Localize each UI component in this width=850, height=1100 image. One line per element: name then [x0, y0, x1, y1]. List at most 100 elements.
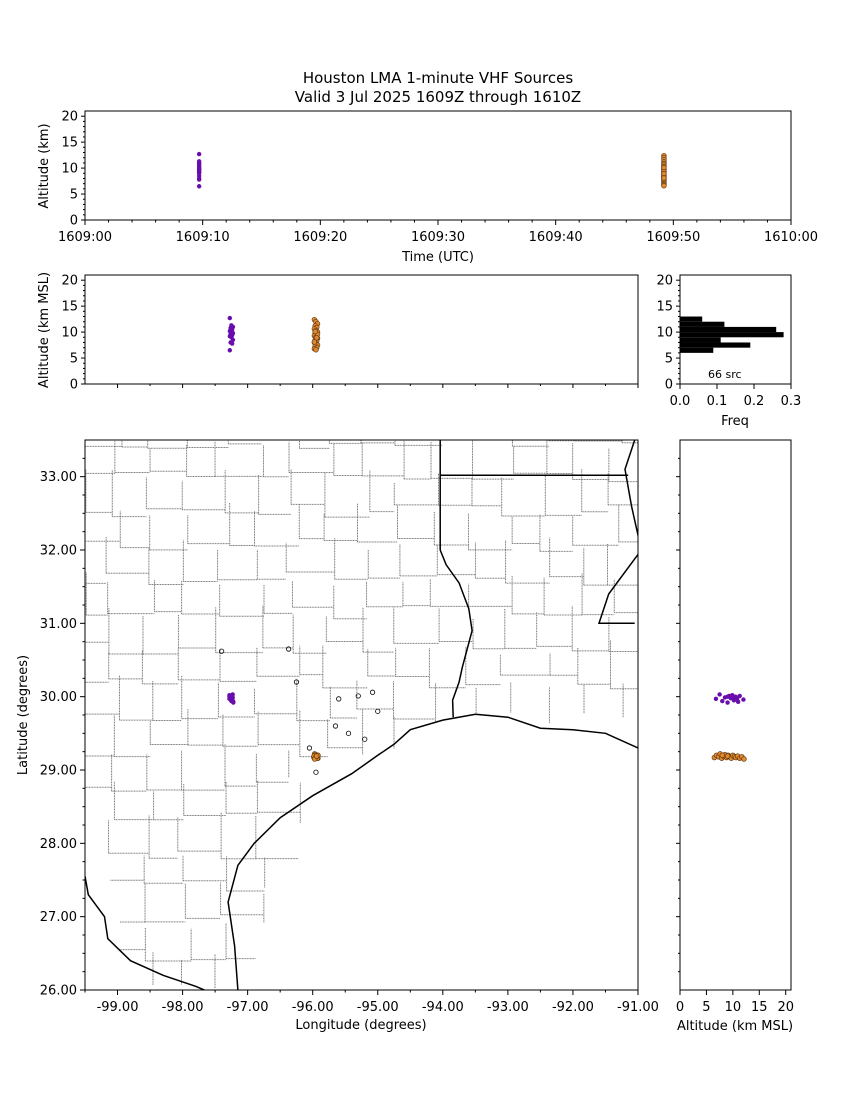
y-tick-label: 0 — [665, 378, 673, 393]
y-tick-label: 5 — [70, 188, 78, 203]
altitude-latitude-source-point — [724, 753, 731, 759]
y-tick-label: 15 — [656, 300, 673, 315]
longitude-altitude-source-point — [314, 335, 320, 341]
mississippi-river-border — [597, 440, 638, 625]
chart-title: Houston LMA 1-minute VHF Sources — [303, 69, 574, 87]
time-altitude-source-point — [196, 151, 202, 157]
y-tick-label: 15 — [61, 300, 78, 315]
y-tick-label: 5 — [665, 352, 673, 367]
altitude-histogram-panel: 0 5 10 15 20 0.0 0.1 0.2 0.3 66 src Freq — [656, 274, 801, 429]
altitude-tick-label: 15 — [751, 1000, 768, 1015]
altitude-latitude-source-point — [730, 695, 736, 700]
y-tick-label: 10 — [656, 326, 673, 341]
latitude-tick-label: 26.00 — [40, 984, 77, 999]
gulf-coastline — [227, 713, 638, 990]
time-tick-label: 1609:10 — [176, 230, 230, 245]
time-tick-label: 1609:40 — [529, 230, 583, 245]
frequency-tick-label: 0.1 — [707, 394, 728, 409]
altitude-tick-label: 0 — [676, 1000, 684, 1015]
frequency-tick-label: 0.3 — [781, 394, 802, 409]
time-altitude-source-point — [196, 177, 202, 182]
map-source-point — [313, 753, 320, 759]
time-tick-label: 1609:50 — [646, 230, 700, 245]
altitude-latitude-source-point — [741, 697, 746, 702]
lma-station-marker — [306, 745, 313, 751]
latitude-tick-label: 33.00 — [40, 470, 77, 485]
latitude-tick-label: 29.00 — [40, 764, 77, 779]
map-layers — [85, 440, 638, 990]
source-count-label: 66 src — [708, 368, 742, 381]
lma-station-marker — [375, 708, 381, 714]
longitude-altitude-source-point — [312, 328, 318, 335]
lma-station-marker — [293, 679, 300, 685]
longitude-altitude-source-point — [229, 341, 235, 346]
lma-station-marker — [369, 689, 376, 695]
time-tick-label: 1609:30 — [411, 230, 465, 245]
latitude-tick-label: 30.00 — [40, 690, 77, 705]
altitude-latitude-source-point — [741, 756, 747, 762]
chart-subtitle: Valid 3 Jul 2025 1609Z through 1610Z — [295, 88, 581, 106]
frequency-tick-label: 0.0 — [670, 394, 691, 409]
altitude-tick-label: 5 — [702, 1000, 710, 1015]
y-tick-label: 15 — [61, 136, 78, 151]
y-tick-label: 5 — [70, 352, 78, 367]
longitude-tick-label: -92.00 — [552, 1000, 594, 1015]
map-sources — [227, 692, 321, 762]
longitude-tick-label: -94.00 — [422, 1000, 464, 1015]
lma-station-marker — [219, 648, 225, 654]
altitude-latitude-source-point — [717, 692, 722, 697]
longitude-altitude-source-point — [311, 339, 318, 345]
y-tick-label: 0 — [70, 214, 78, 229]
histogram-bar — [680, 316, 703, 322]
altitude-latitude-source-point — [713, 696, 719, 702]
longitude-tick-label: -93.00 — [487, 1000, 529, 1015]
y-tick-label: 10 — [61, 326, 78, 341]
time-altitude-source-point — [661, 164, 667, 171]
histogram-frame — [679, 274, 792, 385]
longitude-tick-label: -97.00 — [227, 1000, 269, 1015]
longitude-altitude-source-point — [313, 347, 319, 353]
histogram-bar — [680, 326, 777, 333]
time-altitude-source-point — [661, 175, 667, 181]
altitude-latitude-source-point — [720, 698, 725, 704]
longitude-tick-label: -98.00 — [162, 1000, 204, 1015]
lma-station-marker — [345, 730, 352, 736]
latitude-tick-label: 32.00 — [40, 544, 77, 559]
lma-station-marker — [355, 693, 361, 699]
altitude-latitude-source-point — [719, 752, 725, 759]
altitude-latitude-source-point — [737, 693, 742, 699]
y-tick-label: 20 — [61, 274, 78, 289]
latitude-tick-label: 28.00 — [40, 837, 77, 852]
time-tick-label: 1609:20 — [293, 230, 347, 245]
histogram-bar — [680, 321, 725, 327]
lma-station-marker — [336, 696, 342, 702]
mexico-border — [85, 876, 207, 990]
lma-station-marker — [313, 769, 319, 775]
altitude-latitude-frame — [679, 439, 792, 991]
altitude-latitude-source-point — [725, 694, 730, 699]
map-source-point — [230, 695, 235, 700]
longitude-tick-label: -99.00 — [97, 1000, 139, 1015]
altitude-tick-label: 10 — [725, 1000, 742, 1015]
histogram-bar — [680, 347, 714, 353]
longitude-altitude-panel: 0 5 10 15 20 Altitude (km MSL) — [37, 272, 639, 393]
longitude-altitude-frame — [84, 274, 639, 385]
altitude-latitude-xaxis-label: Altitude (km MSL) — [677, 1019, 793, 1034]
altitude-tick-label: 20 — [777, 1000, 794, 1015]
frequency-axis-label: Freq — [721, 414, 749, 429]
longitude-tick-label: -95.00 — [357, 1000, 399, 1015]
time-tick-label: 1609:00 — [58, 230, 112, 245]
lma-station-marker — [332, 723, 339, 729]
latitude-tick-label: 31.00 — [40, 617, 77, 632]
y-tick-label: 20 — [61, 110, 78, 125]
longitude-tick-label: -96.00 — [292, 1000, 334, 1015]
histogram-bar — [680, 337, 721, 343]
time-altitude-source-point — [196, 184, 202, 189]
time-altitude-source-point — [661, 183, 667, 189]
frequency-tick-label: 0.2 — [744, 394, 765, 409]
map-frame — [84, 439, 639, 991]
time-axis-label: Time (UTC) — [401, 250, 474, 265]
altitude-latitude-source-point — [725, 700, 730, 705]
latitude-axis-label: Latitude (degrees) — [16, 655, 31, 775]
